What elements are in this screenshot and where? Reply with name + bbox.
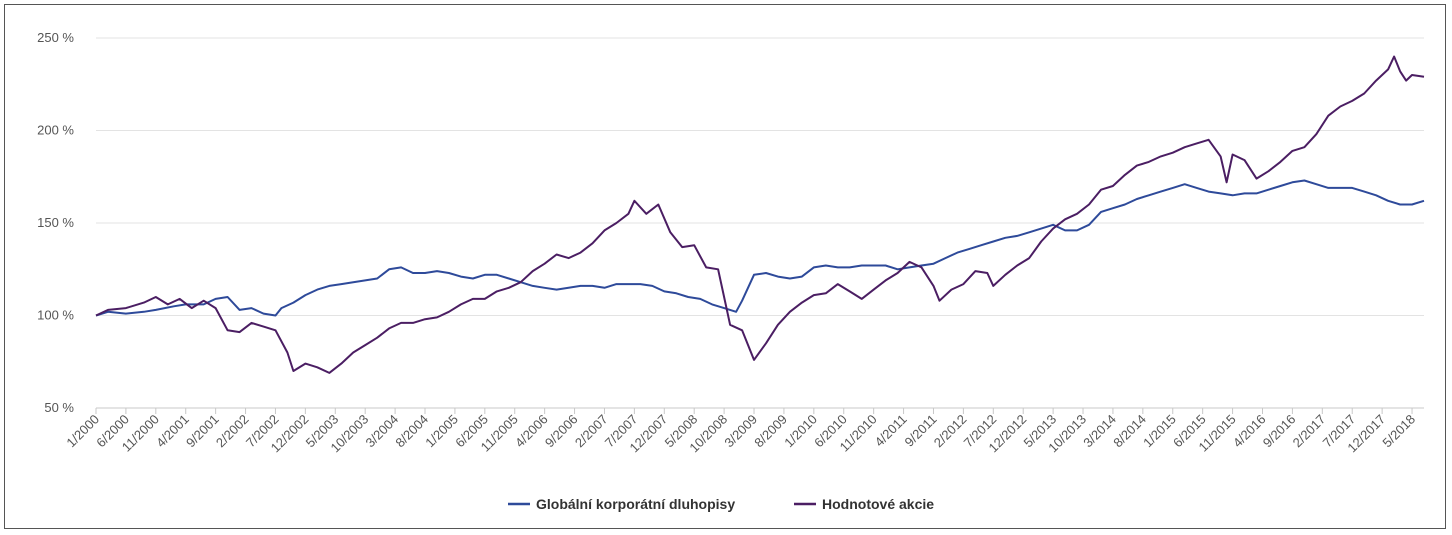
x-tick-label: 2/2017 [1290, 412, 1329, 451]
y-tick-label: 250 % [37, 30, 74, 45]
y-axis: 50 % 100 % 150 % 200 % 250 % [37, 30, 74, 415]
y-tick-label: 100 % [37, 308, 74, 323]
x-tick-label: 2/2007 [572, 412, 611, 451]
x-tick-label: 2/2002 [213, 412, 252, 451]
legend: Globální korporátní dluhopisy Hodnotové a… [508, 496, 934, 512]
x-tick-label: 1/2010 [781, 412, 820, 451]
x-tick-label: 9/2001 [183, 412, 222, 451]
x-tick-label: 3/2004 [362, 412, 401, 451]
x-axis: 1/20006/200011/20004/20019/20012/20027/2… [63, 407, 1424, 455]
y-tick-label: 150 % [37, 215, 74, 230]
x-tick-label: 4/2011 [872, 412, 910, 450]
y-tick-label: 200 % [37, 123, 74, 138]
legend-label-1[interactable]: Globální korporátní dluhopisy [536, 496, 735, 512]
x-tick-label: 1/2005 [422, 412, 461, 451]
x-tick-label: 9/2016 [1260, 412, 1299, 451]
x-tick-label: 1/2015 [1140, 412, 1179, 451]
x-tick-label: 3/2009 [721, 412, 760, 451]
x-tick-label: 3/2014 [1080, 412, 1119, 451]
x-tick-label: 8/2014 [1110, 412, 1149, 451]
x-tick-label: 1/2000 [63, 412, 102, 451]
y-tick-label: 50 % [44, 400, 74, 415]
x-tick-label: 4/2016 [1230, 412, 1269, 451]
series-line-2 [95, 55, 1425, 374]
x-tick-label: 5/2018 [1379, 412, 1418, 451]
x-tick-label: 4/2006 [512, 412, 551, 451]
x-tick-label: 9/2006 [542, 412, 581, 451]
legend-label-2[interactable]: Hodnotové akcie [822, 496, 934, 512]
x-tick-label: 8/2004 [392, 412, 431, 451]
x-tick-label: 2/2012 [931, 412, 970, 451]
x-tick-label: 8/2009 [751, 412, 790, 451]
series-lines [95, 55, 1425, 374]
x-tick-label: 4/2001 [153, 412, 192, 451]
chart-frame [4, 4, 1446, 529]
series-line-1 [95, 179, 1425, 317]
